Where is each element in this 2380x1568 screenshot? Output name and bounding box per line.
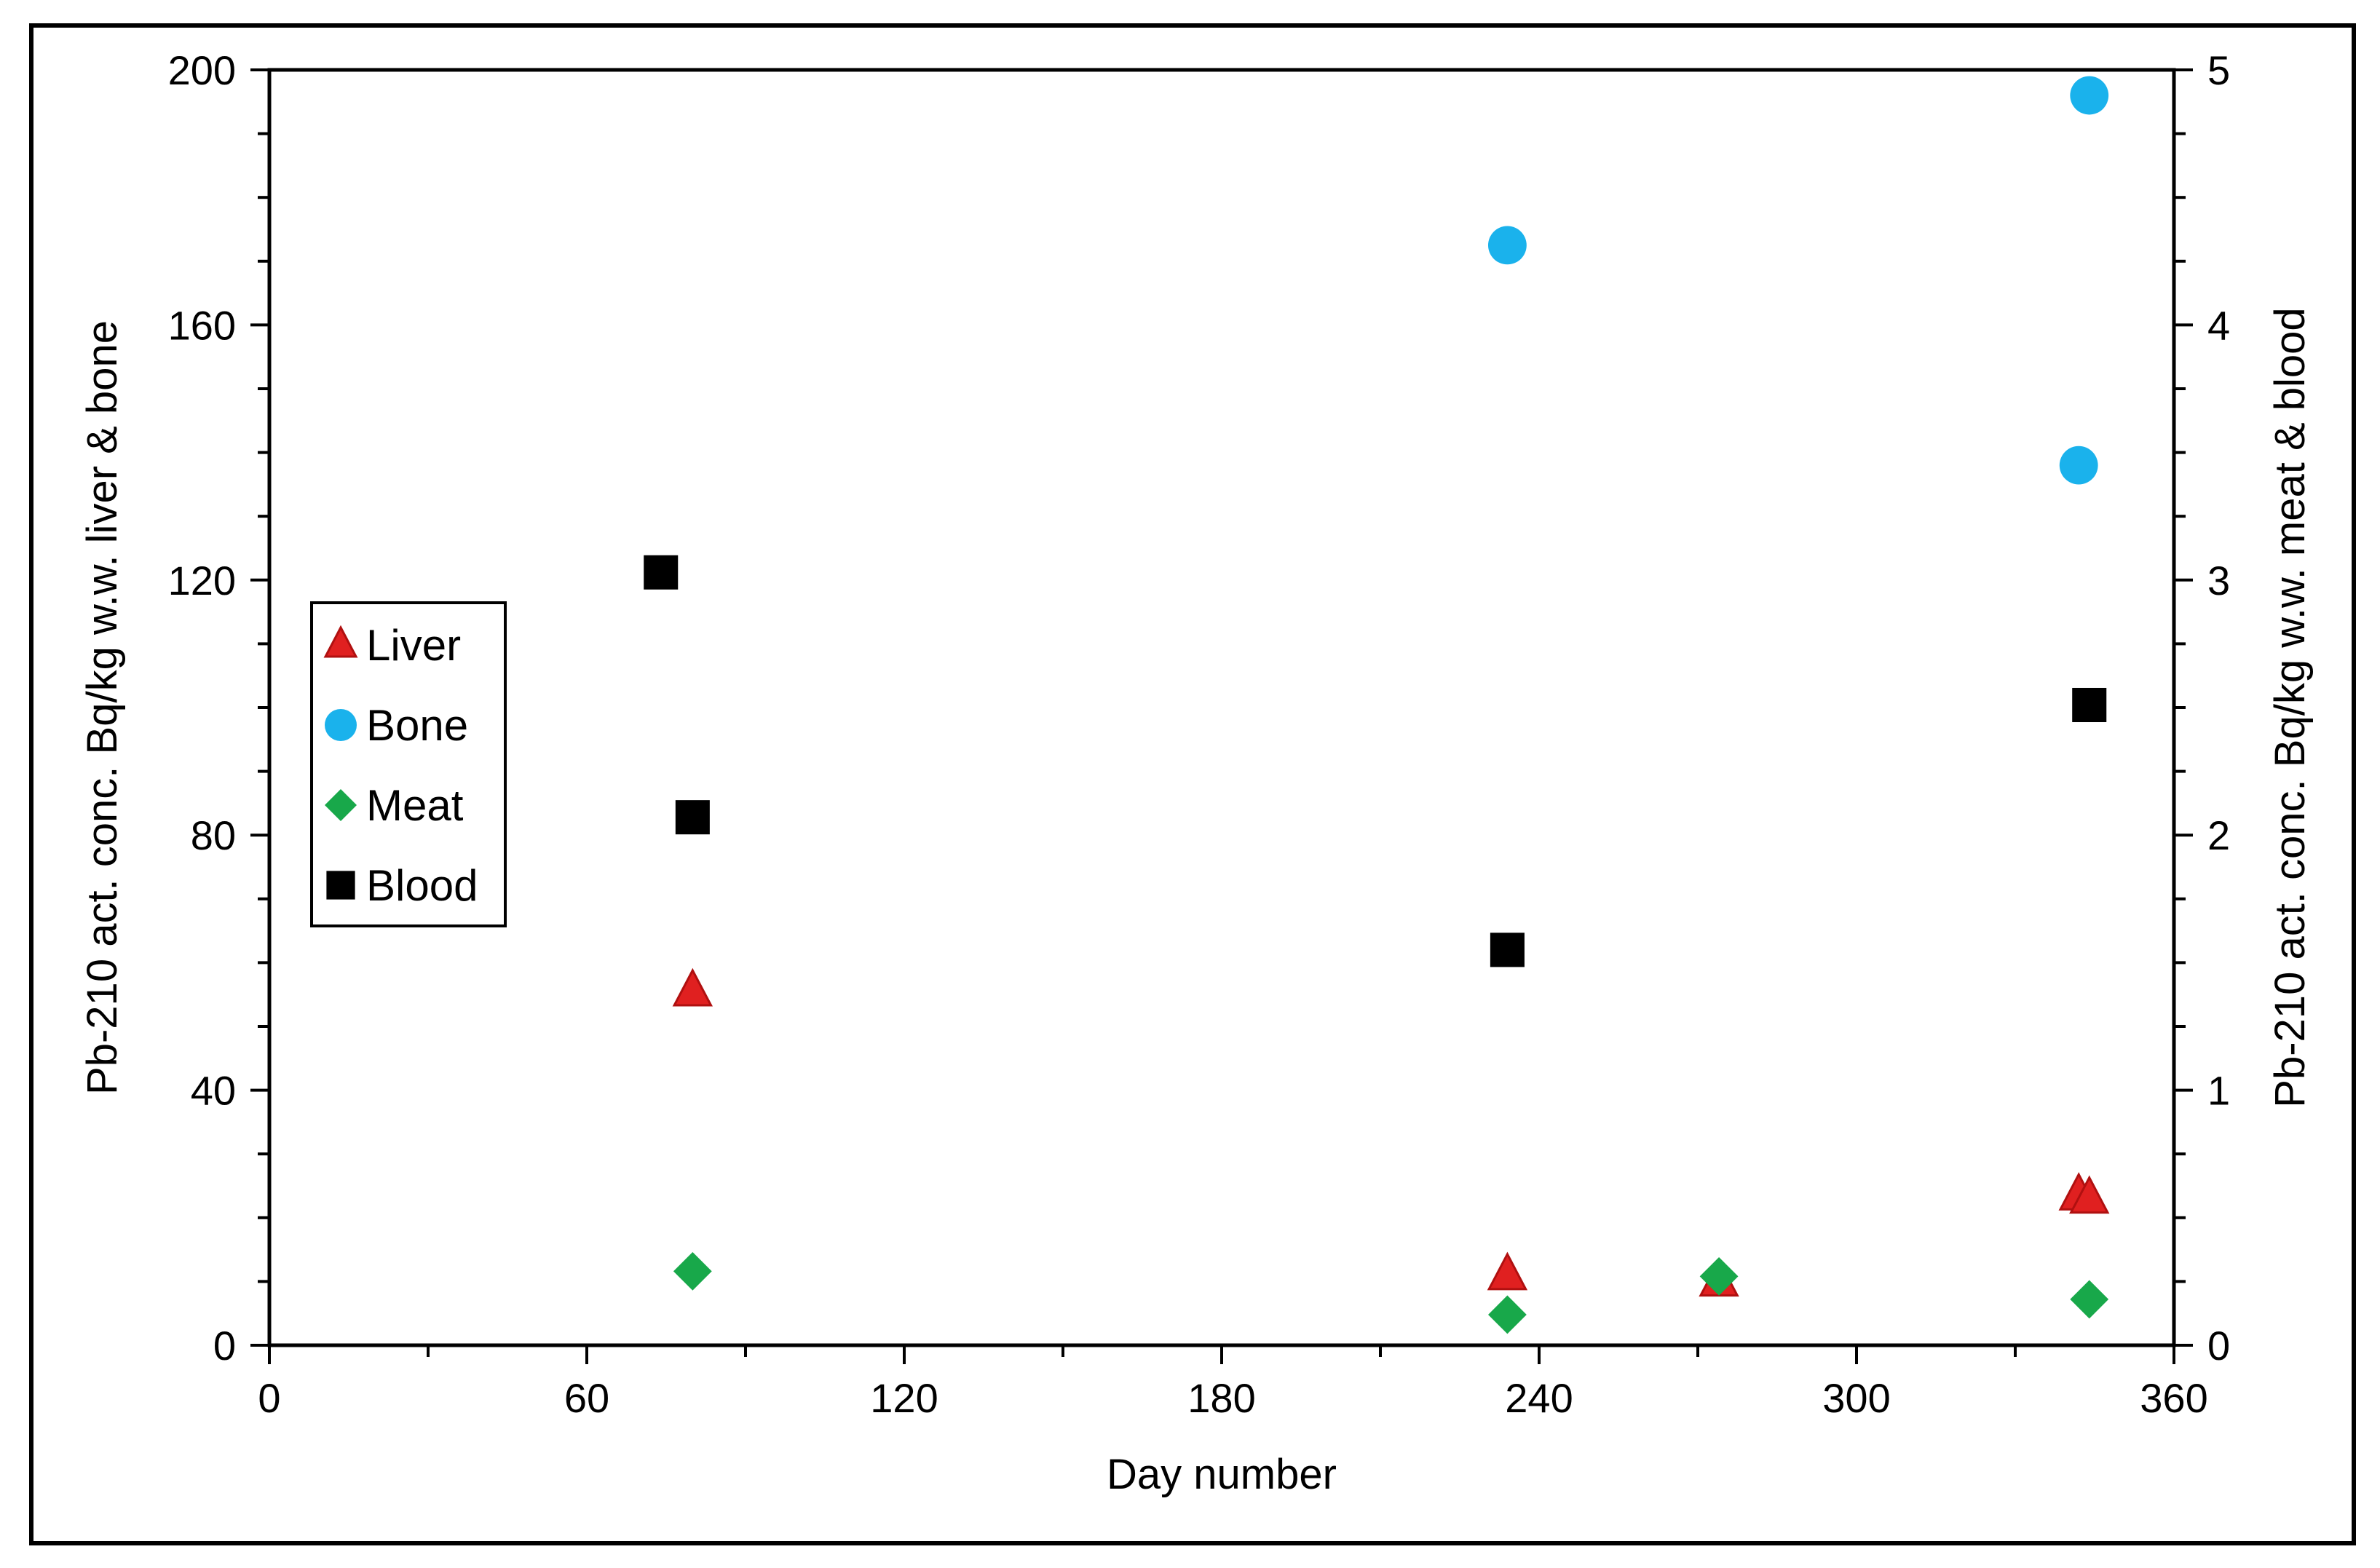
left-y-tick-label: 0 [213,1323,236,1369]
bone-point [1487,226,1527,265]
right-y-tick-label: 3 [2207,558,2230,603]
meat-point [2070,1280,2109,1319]
right-y-tick-label: 2 [2207,812,2230,858]
right-y-tick-label: 0 [2207,1323,2230,1369]
series-bone [1487,76,2109,485]
legend-marker-liver [323,625,358,658]
liver-point [1487,1251,1528,1291]
left-y-tick-label: 120 [168,558,236,603]
data-points [644,76,2110,1334]
meat-point [1699,1256,1739,1296]
right-y-tick-label: 4 [2207,302,2230,348]
left-y-tick-label: 200 [168,47,236,93]
axis-ticks [250,68,2193,1364]
left-y-axis-title: Pb-210 act. conc. Bq/kg w.w. liver & bon… [79,320,126,1095]
legend: Liver Bone Meat Blood [310,601,507,927]
liver-point [672,967,713,1007]
left-y-tick-label: 40 [191,1068,236,1114]
legend-marker-meat [325,789,357,821]
meat-point [673,1251,712,1291]
series-meat [673,1251,2109,1334]
legend-label-blood: Blood [366,861,478,910]
legend-label-meat: Meat [366,781,464,830]
x-tick-label: 0 [258,1375,280,1421]
x-tick-label: 60 [564,1375,609,1421]
meat-point [1488,1295,1527,1334]
legend-marker-blood [326,871,355,900]
series-blood [644,555,2107,967]
legend-label-liver: Liver [366,621,461,670]
right-y-tick-label: 1 [2207,1068,2230,1114]
right-y-tick-label: 5 [2207,47,2230,93]
bone-point [2070,76,2109,115]
x-tick-label: 240 [1505,1375,1573,1421]
x-axis-title: Day number [1107,1451,1337,1498]
x-tick-label: 120 [870,1375,938,1421]
liver-point [2069,1175,2110,1214]
left-y-tick-label: 80 [191,812,236,858]
x-tick-label: 360 [2140,1375,2207,1421]
x-tick-label: 300 [1822,1375,1890,1421]
right-y-axis-title: Pb-210 act. conc. Bq/kg w.w. meat & bloo… [2266,307,2314,1107]
legend-marker-bone [325,709,357,741]
bone-point [2059,446,2098,485]
blood-point [675,800,710,835]
left-y-tick-label: 160 [168,302,236,348]
legend-label-bone: Bone [366,701,468,750]
blood-point [1490,933,1525,967]
blood-point [2072,687,2107,723]
blood-point [644,555,679,590]
x-tick-label: 180 [1187,1375,1255,1421]
